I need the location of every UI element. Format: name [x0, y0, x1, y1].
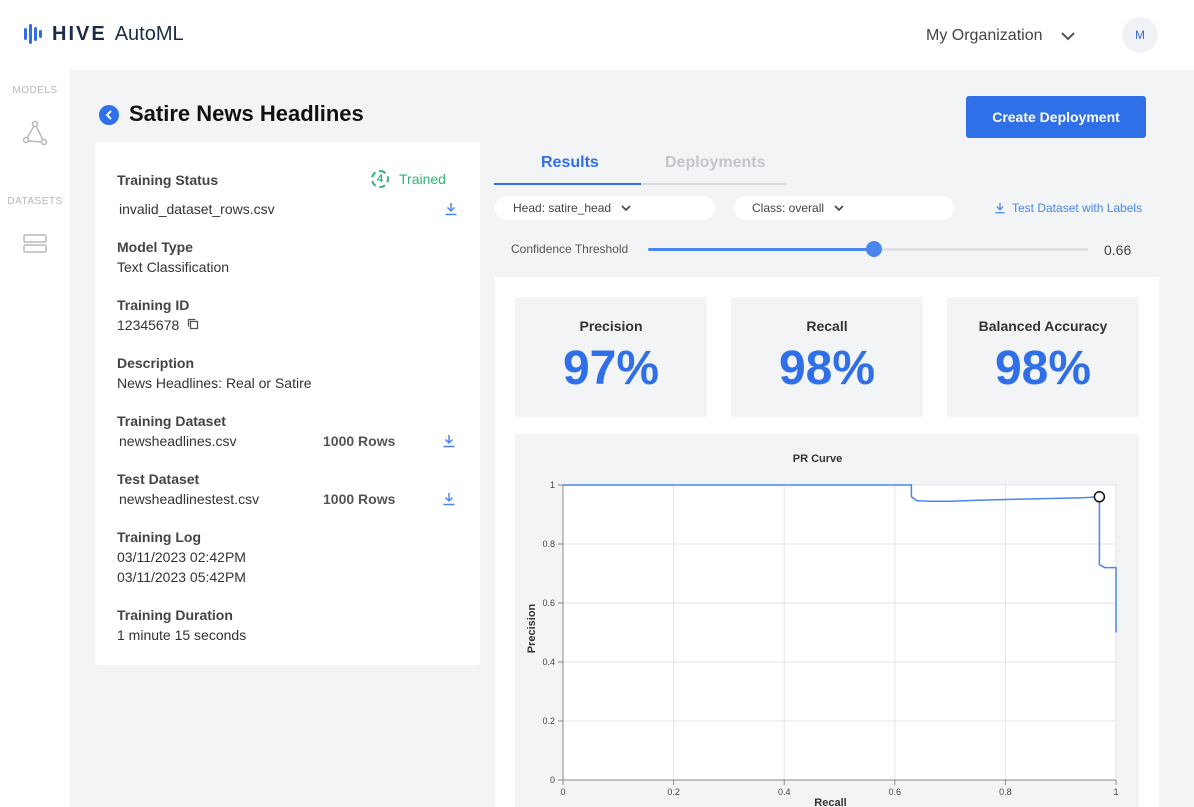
- organization-name: My Organization: [926, 27, 1043, 44]
- models-icon[interactable]: [22, 120, 48, 146]
- page-title: Satire News Headlines: [129, 101, 364, 126]
- slider-thumb[interactable]: [866, 241, 883, 257]
- training-status-label: Training Status: [117, 172, 219, 188]
- hive-logo-icon: [24, 24, 42, 44]
- test-dataset-link[interactable]: Test Dataset with Labels: [994, 201, 1142, 215]
- training-duration-value: 1 minute 15 seconds: [117, 627, 247, 643]
- pr-curve-card: 0 0.2 0.4 0.6 0.8 1 0 0.2 0.4 0.6 0.8 1 PR Curve Reca…: [515, 434, 1139, 807]
- y-tick-label: 0.6: [542, 598, 555, 608]
- y-tick-label: 0.4: [542, 657, 555, 667]
- x-tick-label: 0.2: [667, 787, 680, 797]
- training-dataset-file: newsheadlines.csv: [119, 433, 237, 449]
- model-type-label: Model Type: [117, 239, 193, 255]
- chevron-down-icon: [1060, 31, 1075, 40]
- chevron-left-icon: [105, 110, 112, 120]
- y-tick-label: 0.2: [542, 716, 555, 726]
- description-value: News Headlines: Real or Satire: [117, 375, 312, 391]
- logo[interactable]: HIVE AutoML: [24, 22, 184, 46]
- tab-results[interactable]: Results: [541, 154, 599, 171]
- training-dataset-label: Training Dataset: [117, 413, 226, 429]
- metric-value: 98%: [994, 342, 1092, 395]
- description-label: Description: [117, 355, 195, 371]
- chevron-down-icon: [834, 204, 844, 211]
- datasets-icon[interactable]: [22, 231, 48, 257]
- metric-label: Recall: [806, 318, 848, 334]
- logo-product: AutoML: [114, 22, 184, 45]
- copy-icon[interactable]: [187, 318, 199, 330]
- metric-card-balanced-accuracy: Balanced Accuracy 98%: [947, 297, 1139, 417]
- x-tick-label: 0.8: [999, 787, 1012, 797]
- y-tick-label: 1: [550, 480, 555, 490]
- status-count: 4: [371, 170, 389, 188]
- training-duration-label: Training Duration: [117, 607, 233, 623]
- x-tick-label: 0.6: [889, 787, 902, 797]
- confidence-label: Confidence Threshold: [511, 242, 629, 256]
- test-dataset-link-label: Test Dataset with Labels: [1012, 201, 1143, 215]
- class-select[interactable]: Class: overall: [734, 196, 954, 220]
- back-button[interactable]: [99, 105, 119, 125]
- organization-selector[interactable]: My Organization: [926, 27, 1075, 45]
- download-icon[interactable]: [442, 434, 456, 448]
- model-type-value: Text Classification: [117, 259, 230, 275]
- chevron-down-icon: [621, 204, 631, 211]
- download-icon: [995, 202, 1005, 214]
- download-icon[interactable]: [442, 492, 456, 506]
- metric-label: Balanced Accuracy: [978, 318, 1108, 334]
- confidence-value: 0.66: [1104, 242, 1132, 258]
- chart-title: PR Curve: [793, 453, 843, 465]
- confidence-slider[interactable]: [648, 241, 1088, 257]
- avatar[interactable]: M: [1122, 17, 1158, 53]
- head-select-value: Head: satire_head: [513, 201, 612, 215]
- slider-fill: [648, 248, 875, 251]
- test-dataset-file: newsheadlinestest.csv: [119, 491, 260, 507]
- test-dataset-label: Test Dataset: [117, 471, 200, 487]
- test-dataset-rows: 1000 Rows: [323, 491, 396, 507]
- x-tick-label: 0: [560, 787, 565, 797]
- model-details-panel: Training Status 4 Trained invalid_datase…: [95, 142, 480, 665]
- sidebar-label-datasets: DATASETS: [7, 196, 63, 207]
- x-tick-label: 1: [1113, 787, 1118, 797]
- plot-area: [563, 485, 1116, 780]
- tab-deployments[interactable]: Deployments: [665, 154, 766, 171]
- training-log-label: Training Log: [117, 529, 201, 545]
- metric-value: 97%: [562, 342, 660, 395]
- head-select[interactable]: Head: satire_head: [495, 196, 715, 220]
- metric-label: Precision: [579, 318, 643, 334]
- logo-brand: HIVE: [52, 22, 107, 45]
- threshold-point: [1093, 491, 1106, 503]
- metric-card-precision: Precision 97%: [515, 297, 707, 417]
- y-axis-label: Precision: [526, 603, 538, 653]
- pr-curve-chart: 0 0.2 0.4 0.6 0.8 1 0 0.2 0.4 0.6 0.8 1 PR Curve Reca…: [526, 453, 1119, 807]
- download-icon[interactable]: [444, 202, 458, 216]
- status-badge: 4 Trained: [371, 170, 446, 188]
- training-id-value: 12345678: [117, 317, 180, 333]
- class-select-value: Class: overall: [752, 201, 825, 215]
- metric-card-recall: Recall 98%: [731, 297, 923, 417]
- sidebar: MODELS DATASETS: [0, 70, 70, 807]
- pr-curve-line: [563, 484, 1117, 633]
- training-log-start: 03/11/2023 02:42PM: [117, 549, 246, 565]
- metric-value: 98%: [778, 342, 876, 395]
- training-log-end: 03/11/2023 05:42PM: [117, 569, 246, 585]
- y-tick-label: 0: [550, 775, 555, 785]
- create-deployment-button[interactable]: Create Deployment: [966, 96, 1146, 138]
- invalid-rows-file: invalid_dataset_rows.csv: [119, 201, 275, 217]
- x-tick-label: 0.4: [778, 787, 791, 797]
- active-tab-indicator: [494, 183, 641, 185]
- sidebar-label-models: MODELS: [12, 85, 58, 96]
- x-axis-label: Recall: [814, 797, 846, 807]
- status-text: Trained: [399, 171, 446, 187]
- training-dataset-rows: 1000 Rows: [323, 433, 396, 449]
- training-id-label: Training ID: [117, 297, 190, 313]
- top-bar: HIVE AutoML My Organization M: [0, 0, 1194, 70]
- y-tick-label: 0.8: [542, 539, 555, 549]
